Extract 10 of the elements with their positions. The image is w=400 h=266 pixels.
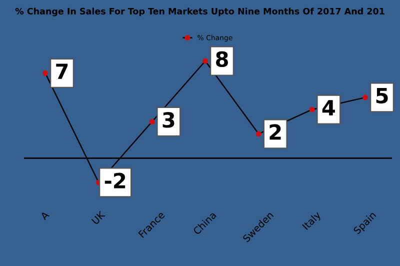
data-label: 5 xyxy=(376,88,388,104)
chart-title: % Change In Sales For Top Ten Markets Upto Nine Months Of 2017 And 201 xyxy=(15,8,384,16)
data-label: 3 xyxy=(162,112,174,128)
data-label: 8 xyxy=(216,51,228,68)
data-label: 4 xyxy=(322,100,335,116)
x-tick-label: UK xyxy=(91,210,106,225)
data-label: -2 xyxy=(104,172,126,188)
x-tick-label: A xyxy=(40,210,50,220)
data-label: 7 xyxy=(56,64,68,79)
data-label: 2 xyxy=(270,124,281,140)
